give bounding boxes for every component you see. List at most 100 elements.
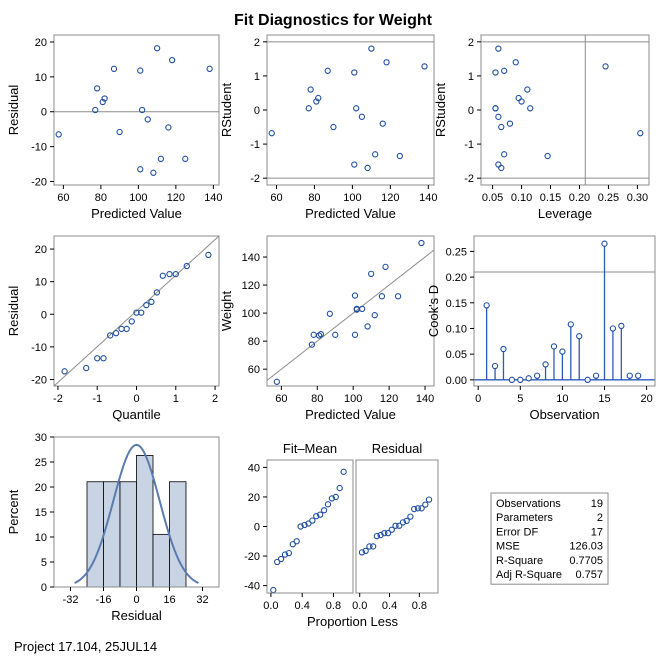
rstudent-vs-predicted-point: [315, 94, 322, 102]
rstudent-vs-leverage-point: [492, 105, 499, 112]
residual-vs-predicted-ytick-label: 10: [35, 72, 47, 84]
rf-fit_mean-point: [320, 507, 328, 514]
rstudent-vs-predicted-ytick-label: 1: [254, 71, 260, 83]
observed-vs-predicted-xtick-label: 80: [311, 393, 323, 405]
cooks-d-x-axis-label: Observation: [529, 407, 599, 422]
qq-plot-xtick-label: -1: [92, 393, 102, 405]
rstudent-vs-predicted-point: [351, 69, 358, 76]
rstudent-vs-predicted-point: [421, 63, 428, 70]
cooks-d-point: [517, 376, 524, 383]
qq-plot-ytick-label: 20: [35, 244, 47, 256]
rf-fit_mean-point: [277, 555, 285, 563]
residual-vs-predicted-xtick-label: 100: [129, 192, 147, 204]
rstudent-vs-predicted-xtick-label: 120: [381, 192, 399, 204]
rf-fit_mean-point: [281, 551, 289, 558]
rf-residual-point: [403, 517, 410, 525]
rf-residual-point: [407, 513, 414, 520]
rstudent-vs-predicted-ytick-label: -2: [250, 173, 260, 185]
observed-vs-predicted-panel: 60 80 100 120 140 60 80 100 120 140 Predicted Valu…: [219, 235, 435, 422]
rstudent-vs-predicted-ytick-label: -1: [250, 139, 260, 151]
observed-vs-predicted-point: [353, 305, 360, 313]
footnote: Project 17.104, 25JUL14: [14, 639, 157, 654]
cooks-d-xtick-label: 0: [475, 393, 481, 405]
rf-fit_mean-point: [289, 541, 296, 548]
rstudent-vs-predicted-point: [368, 45, 375, 52]
observed-vs-predicted-point: [418, 239, 425, 247]
rstudent-vs-predicted-point: [379, 120, 386, 127]
stats-row-label: Parameters: [496, 512, 553, 524]
residual-vs-predicted-ytick-label: 0: [41, 107, 47, 119]
residual-vs-predicted-point: [182, 155, 189, 162]
rstudent-vs-leverage-point: [544, 152, 551, 160]
qq-plot-ytick-label: -10: [31, 342, 47, 354]
observed-vs-predicted-xtick-label: 100: [344, 393, 362, 405]
rstudent-vs-leverage-ytick-label: 1: [468, 71, 474, 83]
residual-histogram-ytick-label: 5: [41, 557, 47, 569]
residual-histogram-ytick-label: 25: [35, 457, 47, 469]
cooks-d-ytick-label: 0.25: [446, 246, 467, 258]
rf-fit_mean-point: [274, 558, 281, 566]
rstudent-vs-predicted-point: [307, 86, 314, 93]
chart-title: Fit Diagnostics for Weight: [234, 12, 433, 29]
rf-residual-point: [425, 496, 433, 503]
stats-row-value: 0.757: [575, 569, 603, 581]
rf-fit_mean-point: [332, 493, 339, 501]
rf-residual-point: [399, 519, 407, 526]
cooks-d-point: [508, 376, 516, 383]
residual-histogram-ytick-label: 0: [41, 582, 47, 594]
rf-residual-point: [366, 543, 373, 550]
observed-vs-predicted-point: [382, 263, 389, 270]
qq-plot-point: [107, 332, 114, 339]
rstudent-vs-predicted-panel: 60 80 100 120 140 -2 -1 0 1 2 Predicted Value RStud…: [219, 34, 437, 221]
cooks-d-point: [491, 362, 499, 370]
stats-row-label: R-Square: [496, 555, 543, 567]
observed-vs-predicted-xtick-label: 60: [275, 393, 287, 405]
qq-plot-point: [128, 318, 135, 325]
rstudent-vs-leverage-ytick-label: -2: [464, 173, 474, 185]
rstudent-vs-predicted-point: [268, 130, 275, 137]
rstudent-vs-leverage-point: [602, 63, 609, 70]
observed-vs-predicted-ytick-label: 100: [242, 308, 260, 320]
cooks-d-ytick-label: 0.05: [446, 349, 467, 361]
residual-vs-predicted-point: [110, 65, 118, 72]
rf-spread-panel: Fit–Mean Residual 0.0 0.4 0.8 -40 -20 0 20 40 0.0 0…: [244, 437, 439, 629]
rf-panel-header: [356, 437, 438, 460]
cooks-d-ytick-label: 0.00: [446, 375, 467, 387]
observed-vs-predicted-point: [378, 293, 386, 300]
rstudent-vs-leverage-xtick-label: 0.15: [540, 192, 561, 204]
residual-vs-predicted-ytick-label: -20: [31, 177, 47, 189]
qq-plot-ytick-label: -20: [31, 374, 47, 386]
rf-panel-header: [267, 437, 353, 460]
qq-plot-point: [94, 355, 101, 362]
qq-plot-point: [61, 368, 68, 375]
rstudent-vs-predicted-y-axis-label: RStudent: [219, 83, 234, 138]
cooks-d-point: [576, 333, 583, 340]
residual-vs-predicted-point: [137, 67, 144, 74]
normal-density-curve: [74, 443, 199, 584]
rf-residual-point: [358, 549, 366, 556]
qq-plot-point: [205, 251, 212, 259]
qq-plot-point: [166, 271, 173, 278]
observed-vs-predicted-ytick-label: 80: [248, 336, 260, 348]
observed-vs-predicted-point: [359, 305, 366, 313]
rstudent-vs-leverage-point: [495, 45, 502, 52]
observed-vs-predicted-point: [273, 378, 281, 385]
cooks-d-point: [550, 343, 558, 350]
residual-vs-predicted-point: [101, 95, 108, 102]
qq-plot-point: [138, 309, 145, 316]
rstudent-vs-leverage-frame: [480, 34, 650, 186]
residual-vs-predicted-point: [153, 45, 161, 52]
stats-row-label: Error DF: [496, 526, 538, 538]
stats-row-label: Observations: [496, 498, 561, 510]
rf-fit_mean-point: [301, 521, 308, 529]
observed-vs-predicted-diagonal-line: [266, 249, 435, 381]
observed-vs-predicted-x-axis-label: Predicted Value: [305, 407, 396, 422]
rstudent-vs-leverage-ytick-label: 0: [468, 105, 474, 117]
observed-vs-predicted-xtick-label: 140: [416, 393, 434, 405]
cooks-d-ytick-label: 0.10: [446, 323, 467, 335]
rstudent-vs-predicted-xtick-label: 60: [270, 192, 282, 204]
rf-ytick-label: 20: [248, 492, 260, 504]
cooks-d-point: [584, 376, 591, 383]
stats-row-value: 0.7705: [569, 555, 603, 567]
